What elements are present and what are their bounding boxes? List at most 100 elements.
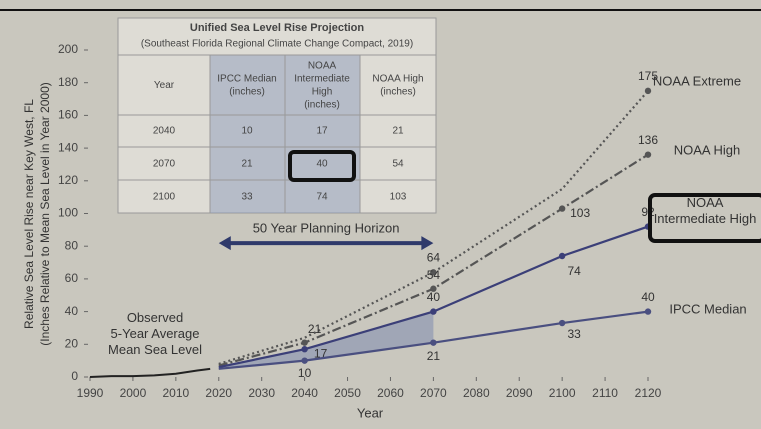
x-tick-label: 2010 — [162, 386, 189, 400]
data-label: 136 — [638, 133, 658, 147]
table-header-line: (inches) — [229, 86, 265, 97]
table-cell: 2040 — [153, 126, 176, 137]
table-cell: 2100 — [153, 192, 176, 203]
y-tick-label: 60 — [65, 271, 79, 285]
table-cell: 10 — [241, 126, 253, 137]
series-label-line: Intermediate High — [654, 211, 757, 226]
y-tick-label: 160 — [58, 108, 78, 122]
series-label-line: Observed — [127, 310, 183, 325]
series-line — [218, 90, 649, 365]
series-label-line: NOAA — [687, 195, 724, 210]
data-label: 103 — [570, 206, 590, 220]
data-label: 74 — [567, 264, 581, 278]
y-tick-label: 200 — [58, 42, 78, 56]
series-line — [89, 367, 211, 378]
data-point — [558, 319, 566, 327]
table-cell: 54 — [392, 159, 404, 170]
table-subtitle: (Southeast Florida Regional Climate Chan… — [141, 39, 413, 50]
x-tick-label: 2040 — [291, 386, 318, 400]
x-tick-label: 2110 — [592, 386, 618, 400]
series-label: NOAA Intermediate High — [654, 195, 757, 226]
y-tick-label: 0 — [71, 369, 78, 383]
y-axis-label: (Inches Relative to Mean Sea Level in Ye… — [38, 82, 52, 346]
y-tick-label: 140 — [58, 140, 78, 154]
x-tick-label: 2060 — [377, 386, 404, 400]
table-header: Year — [154, 80, 175, 91]
x-tick-label: 2100 — [549, 386, 576, 400]
arrow-head — [218, 236, 231, 251]
data-label: 21 — [427, 349, 441, 363]
table-header-line: IPCC Median — [217, 73, 276, 84]
data-point — [430, 308, 437, 315]
data-point — [430, 285, 437, 292]
data-label: 54 — [427, 268, 441, 282]
data-point — [558, 252, 566, 260]
y-tick-label: 20 — [65, 336, 79, 350]
series-label: NOAA Extreme — [653, 73, 741, 88]
table-header-line: (inches) — [304, 99, 340, 110]
data-label: 33 — [567, 327, 581, 341]
annotation: 50 Year Planning Horizon — [253, 221, 400, 236]
x-tick-label: 2000 — [120, 386, 147, 400]
series-label: Observed 5-Year Average Mean Sea Level — [108, 310, 202, 357]
data-label: 175 — [638, 69, 658, 83]
table-header-line: NOAA — [308, 60, 337, 71]
table-header-line: Intermediate — [294, 73, 350, 84]
x-tick-label: 2070 — [420, 386, 447, 400]
y-tick-label: 100 — [58, 206, 78, 220]
table-cell: 74 — [316, 192, 328, 203]
data-label: 10 — [298, 366, 312, 380]
x-tick-label: 2020 — [205, 386, 232, 400]
y-tick-label: 40 — [65, 304, 79, 318]
table: Unified Sea Level Rise Projection (South… — [117, 17, 437, 214]
series-label: NOAA High — [674, 142, 740, 157]
series-label-line: 5-Year Average — [111, 326, 200, 341]
y-axis-label: Relative Sea Level Rise near Key West, F… — [22, 99, 36, 329]
y-tick-label: 120 — [58, 173, 78, 187]
x-tick-label: 2050 — [334, 386, 361, 400]
x-tick-label: 1990 — [77, 386, 104, 400]
series-label-line: Mean Sea Level — [108, 342, 202, 357]
series-label: IPCC Median — [669, 301, 746, 316]
x-tick-label: 2030 — [248, 386, 275, 400]
data-label: 40 — [641, 290, 655, 304]
data-point — [644, 87, 652, 95]
data-label: 64 — [427, 251, 441, 265]
y-tick-label: 80 — [65, 238, 79, 252]
table-cell: 17 — [316, 126, 328, 137]
highlight-box — [648, 193, 761, 243]
data-point — [644, 151, 652, 158]
table-title: Unified Sea Level Rise Projection — [190, 22, 365, 34]
table-header: IPCC Median (inches) — [217, 73, 276, 97]
table-cell: 2070 — [153, 159, 176, 170]
y-tick-label: 180 — [58, 75, 78, 89]
table-header: NOAA High (inches) — [372, 73, 423, 97]
arrow-head — [421, 236, 434, 251]
x-tick-label: 2120 — [635, 386, 662, 400]
table-header-line: NOAA High — [372, 73, 423, 84]
data-point — [301, 357, 308, 364]
x-tick-label: 2090 — [506, 386, 533, 400]
table-header-line: Year — [154, 80, 175, 91]
data-point — [301, 346, 308, 353]
table-cell: 103 — [390, 192, 407, 203]
table-cell: 40 — [316, 159, 328, 170]
table-header-line: High — [312, 86, 333, 97]
data-point — [301, 339, 308, 346]
x-tick-label: 2080 — [463, 386, 490, 400]
data-point — [644, 308, 652, 315]
table-header-line: (inches) — [380, 86, 416, 97]
highlight-box — [288, 150, 356, 182]
table-header: NOAA Intermediate High (inches) — [294, 60, 350, 110]
data-label: 40 — [427, 290, 441, 304]
x-axis-label: Year — [357, 405, 384, 420]
data-point — [430, 339, 437, 346]
data-label: 21 — [308, 322, 322, 336]
data-point — [430, 269, 437, 276]
table-cell: 21 — [241, 159, 253, 170]
table-cell: 33 — [241, 192, 253, 203]
data-point — [558, 205, 566, 212]
table-cell: 21 — [392, 126, 404, 137]
